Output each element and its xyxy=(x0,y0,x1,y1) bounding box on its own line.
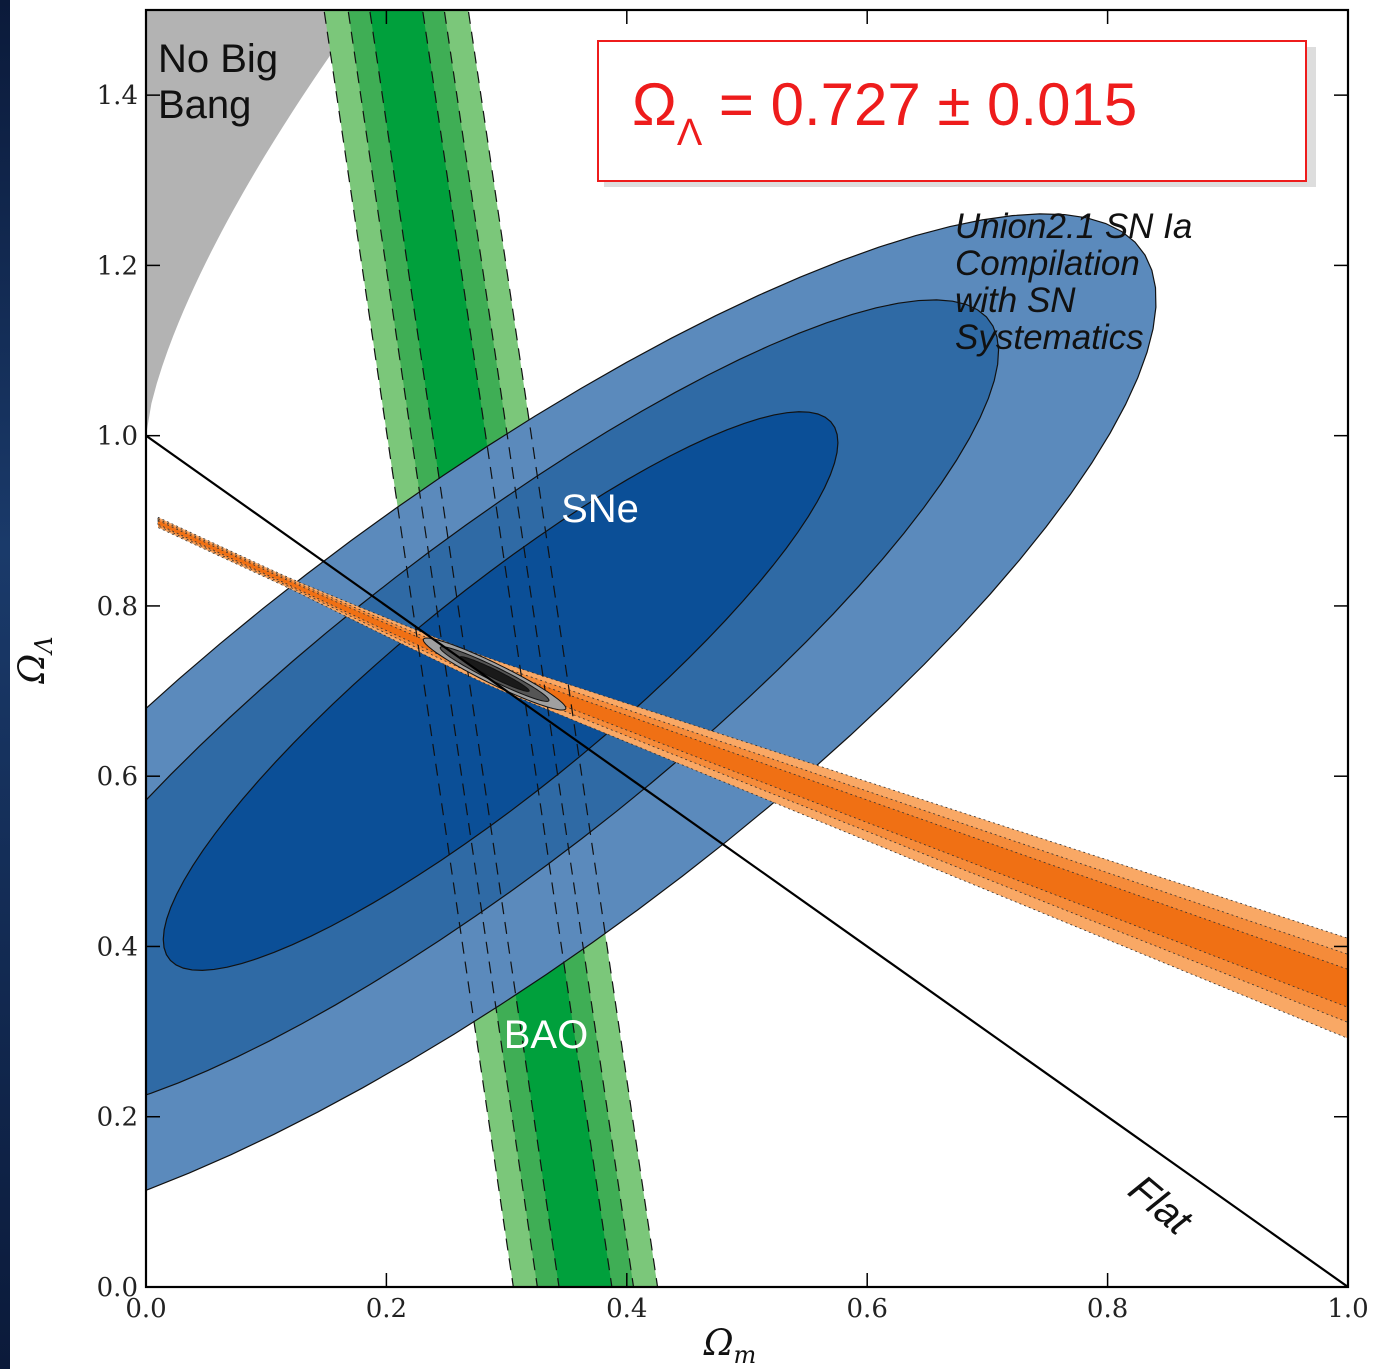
y-tick-label: 0.4 xyxy=(97,932,138,962)
y-tick-label: 0.6 xyxy=(97,762,138,792)
bao-dashed-edge-1-2 xyxy=(467,10,659,1287)
y-tick-label: 1.4 xyxy=(97,81,138,111)
union-label-line3: with SN xyxy=(955,281,1076,320)
y-tick-label: 0.8 xyxy=(97,592,138,622)
y-tick-label: 0.2 xyxy=(97,1103,138,1133)
sne-label: SNe xyxy=(561,487,639,531)
bao-dashed-edge-2-2 xyxy=(443,10,635,1287)
bao-dashed-edge-3-2 xyxy=(421,10,613,1287)
y-tick-label: 1.2 xyxy=(97,251,138,281)
x-tick-label: 0.2 xyxy=(366,1294,407,1324)
plot-frame xyxy=(144,8,1350,1289)
no-big-bang-label-line2: Bang xyxy=(158,83,251,127)
bao-dashed-edge-1-1 xyxy=(323,10,514,1287)
slide-background-edge xyxy=(0,0,10,1369)
union-label-line2: Compilation xyxy=(955,244,1140,283)
result-box xyxy=(597,40,1307,182)
sne-contour-level-3 xyxy=(162,411,839,971)
y-tick-label: 0.0 xyxy=(97,1273,138,1303)
cmb-contour-level-3 xyxy=(157,519,1348,1008)
axis-ticks xyxy=(145,10,1349,1288)
x-tick-label: 1.0 xyxy=(1327,1294,1368,1324)
union-label-line1: Union2.1 SN Ia xyxy=(955,207,1192,246)
x-tick-label: 0.6 xyxy=(847,1294,888,1324)
no-big-bang-fill xyxy=(146,10,363,436)
bao-label: BAO xyxy=(504,1013,588,1057)
x-axis-title: Ωm xyxy=(703,1323,757,1369)
union-label-line4: Systematics xyxy=(955,318,1144,357)
bao-dashed-edge-3-1 xyxy=(369,10,560,1287)
no-big-bang-region xyxy=(146,10,363,436)
y-tick-label: 1.0 xyxy=(97,422,138,452)
no-big-bang-label-line1: No Big xyxy=(158,37,278,81)
x-tick-label: 0.4 xyxy=(606,1294,647,1324)
x-tick-label: 0.0 xyxy=(125,1294,166,1324)
result-text: ΩΛ = 0.727 ± 0.015 xyxy=(632,71,1137,154)
y-axis-title: ΩΛ xyxy=(12,636,58,684)
axis-tick-labels: 0.0 0.2 0.4 0.6 0.8 1.0 0.0 0.2 0.4 0.6 0.8 1.0 1.2 1… xyxy=(97,81,1369,1324)
x-tick-label: 0.8 xyxy=(1087,1294,1128,1324)
flat-universe-line xyxy=(146,434,1348,1287)
